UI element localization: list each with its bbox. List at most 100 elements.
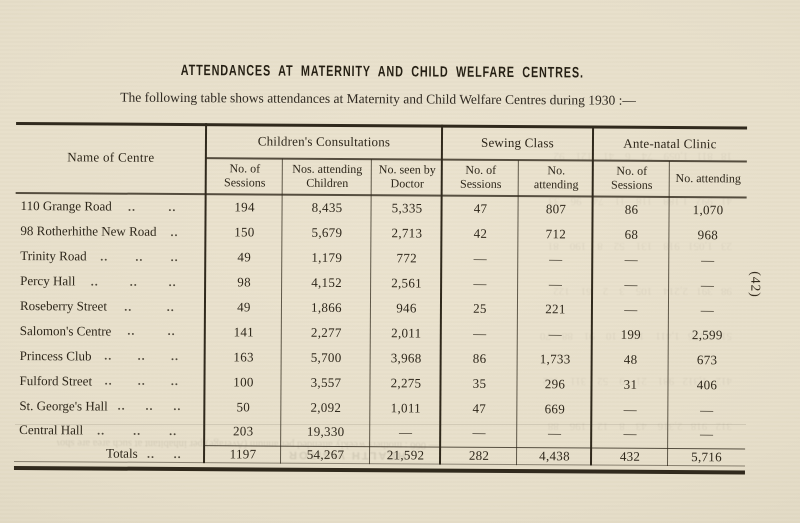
value-cell: 669	[544, 400, 566, 416]
centre-name: Totals	[106, 445, 138, 461]
dot-leaders: ....	[138, 446, 191, 461]
dot-leader: ..	[170, 224, 179, 239]
dot-leaders: ....	[107, 299, 192, 315]
centre-name-cell: St. George's Hall......	[14, 398, 205, 415]
value-cell: 296	[544, 375, 566, 392]
group-header-sewing-class: Sewing Class	[481, 134, 554, 150]
centre-name-cell: 98 Rotherhithe New Road..	[15, 223, 206, 240]
value-cell: 807	[545, 201, 567, 217]
page-subtitle: The following table shows attendances at…	[120, 89, 636, 108]
value-cell: —	[699, 426, 714, 442]
value-cell: 4,152	[311, 274, 343, 291]
value-cell: —	[701, 252, 715, 268]
value-cell: 68	[624, 227, 639, 243]
value-cell: 141	[233, 324, 255, 340]
dot-leaders: ......	[87, 249, 193, 265]
value-cell: 150	[234, 224, 255, 240]
value-cell: 946	[396, 300, 417, 316]
sub-header-row: No. of Sessions Nos. attending Children …	[16, 158, 747, 196]
value-cell: 282	[468, 447, 490, 463]
value-cell: 19,330	[306, 424, 345, 440]
value-cell: 5,716	[691, 449, 722, 465]
value-cell: 47	[473, 201, 488, 217]
dot-leader: ..	[135, 249, 144, 264]
value-cell: —	[623, 401, 638, 417]
page-title-text: ATTENDANCES AT MATERNITY AND CHILD WELFA…	[180, 62, 584, 82]
value-cell: 48	[623, 351, 638, 367]
value-cell: 100	[233, 374, 254, 390]
centre-name-cell: Percy Hall......	[15, 273, 206, 290]
centre-name: Percy Hall	[20, 273, 76, 289]
value-cell: 194	[234, 199, 255, 215]
value-cell: 2,011	[391, 325, 422, 341]
value-cell: 47	[472, 400, 487, 416]
value-cell: 1,070	[692, 202, 724, 218]
dot-leader: ..	[90, 274, 99, 289]
value-cell: —	[624, 276, 638, 292]
side-page-number: (42)	[748, 271, 764, 298]
value-cell: 203	[232, 423, 254, 439]
centre-name-cell: Central Hall......	[14, 422, 205, 439]
value-cell: —	[549, 251, 563, 267]
group-header-childrens-consultations: Children's Consultations	[257, 132, 391, 149]
value-cell: 8,435	[311, 200, 343, 216]
value-cell: 86	[624, 202, 639, 218]
centre-name-cell: Roseberry Street....	[15, 298, 206, 315]
value-cell: 1,733	[539, 350, 571, 367]
centre-name-cell: Fulford Street......	[14, 373, 205, 390]
dot-leader: ..	[124, 299, 133, 314]
value-cell: 432	[619, 448, 641, 464]
value-cell: 49	[237, 299, 251, 315]
dot-leaders: ....	[112, 200, 193, 215]
table-body: 110 Grange Road.... 194 8,435 5,335 47 807 86 1…	[14, 194, 747, 447]
value-cell: —	[624, 301, 638, 317]
dot-leaders: ......	[92, 374, 192, 390]
sub-header-spacer	[16, 158, 207, 193]
centre-name: Salomon's Centre	[19, 322, 112, 339]
dot-leaders: ......	[91, 349, 191, 365]
value-cell: 25	[473, 300, 487, 316]
dot-leaders: ......	[108, 399, 192, 415]
dot-leader: ..	[127, 324, 136, 339]
value-cell: 2,713	[391, 225, 423, 241]
centre-name-cell: Totals....	[14, 445, 205, 462]
value-cell: —	[547, 425, 562, 441]
value-cell: —	[473, 251, 487, 267]
centre-name: Fulford Street	[19, 372, 93, 389]
value-cell: —	[473, 325, 487, 341]
value-cell: —	[472, 425, 486, 441]
dot-leader: ..	[168, 199, 177, 214]
centre-name: Roseberry Street	[19, 298, 108, 314]
centre-name-cell: Trinity Road......	[15, 248, 206, 265]
value-cell: —	[623, 426, 637, 442]
dot-leader: ..	[173, 399, 182, 414]
value-cell: —	[473, 275, 487, 291]
centre-name: Princess Club	[19, 347, 92, 364]
dot-leader: ..	[97, 423, 106, 438]
value-cell: 54,267	[306, 446, 345, 463]
dot-leader: ..	[137, 373, 146, 388]
col-header-cc-attending: Nos. attending Children	[292, 161, 363, 191]
value-cell: 2,275	[390, 374, 422, 391]
value-cell: 31	[623, 376, 638, 392]
value-cell: 2,599	[691, 327, 723, 343]
centre-name-cell: Salomon's Centre....	[15, 323, 206, 340]
col-header-an-attending: No. attending	[675, 171, 741, 186]
col-header-sc-sessions: No. of Sessions	[460, 162, 502, 191]
value-cell: 221	[545, 301, 566, 317]
table-row: Central Hall...... 203 19,330 — — — — —	[14, 418, 745, 447]
dot-leader: ..	[104, 348, 113, 363]
col-header-cc-seen-by-doctor: No. seen by Doctor	[378, 162, 436, 191]
centre-name: Trinity Road	[20, 248, 87, 264]
dot-leader: ..	[168, 274, 177, 289]
dot-leader: ..	[133, 423, 142, 438]
centre-name: 110 Grange Road	[20, 198, 112, 215]
dot-leader: ..	[170, 349, 180, 364]
dot-leader: ..	[100, 249, 109, 264]
dot-leader: ..	[104, 373, 113, 388]
value-cell: 3,557	[310, 374, 342, 390]
value-cell: 1197	[229, 446, 257, 462]
value-cell: 163	[233, 349, 254, 365]
table-rule-bottom-thick	[13, 465, 745, 475]
